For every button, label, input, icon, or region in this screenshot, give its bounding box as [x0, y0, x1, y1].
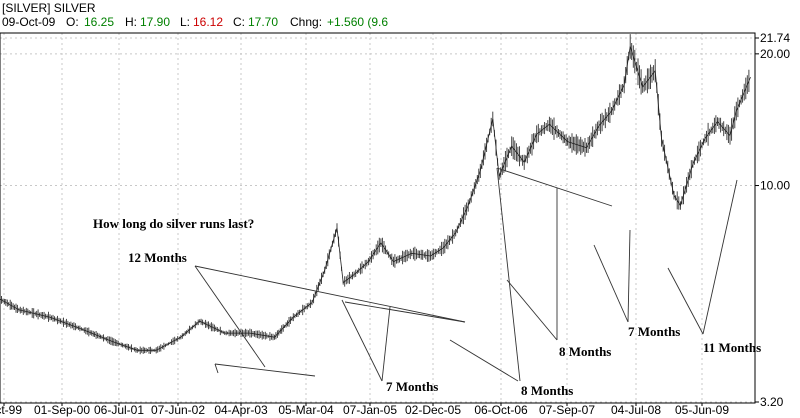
trend-line — [344, 301, 466, 323]
change-value: +1.560 (9.6 — [327, 15, 388, 29]
y-tick-label: 20.00 — [760, 47, 790, 61]
close-value: 17.70 — [248, 15, 278, 29]
price-series — [0, 34, 751, 355]
trend-line — [341, 299, 383, 382]
x-tick-label: 06-Oct-06 — [474, 403, 528, 417]
chart-grid — [0, 33, 755, 403]
annotation-8-months-a: 8 Months — [521, 383, 573, 398]
low-value: 16.12 — [193, 15, 223, 29]
x-tick-label: 06-Jul-01 — [94, 403, 144, 417]
x-tick-label: 05-Jun-09 — [675, 403, 729, 417]
trend-line — [496, 167, 613, 207]
change-label: Chng: — [290, 15, 322, 29]
high-label: H: — [125, 15, 137, 29]
trend-lines — [194, 167, 738, 382]
high-value: 17.90 — [140, 15, 170, 29]
annotation-8-months-b: 8 Months — [559, 344, 611, 359]
x-tick-label: 07-Jun-02 — [151, 403, 205, 417]
trend-line — [593, 244, 629, 323]
trend-line — [214, 363, 219, 374]
annotation-7-months-a: 7 Months — [386, 379, 438, 394]
y-axis: 21.74 20.00 10.00 3.20 — [755, 31, 790, 409]
annotation-question: How long do silver runs last? — [93, 216, 254, 231]
close-label: C: — [233, 15, 245, 29]
trend-line — [214, 363, 316, 377]
annotation-11-months: 11 Months — [703, 340, 761, 355]
annotation-12-months: 12 Months — [128, 250, 187, 265]
ohlc-readout: 09-Oct-09 O: 16.25 H: 17.90 L: 16.12 C: … — [2, 15, 388, 29]
annotation-7-months-b: 7 Months — [628, 324, 680, 339]
trend-line — [667, 267, 704, 335]
open-label: O: — [66, 15, 79, 29]
open-value: 16.25 — [84, 15, 114, 29]
trend-line — [194, 265, 466, 323]
x-tick-label: 02-Dec-05 — [405, 403, 461, 417]
x-tick-label: 04-Apr-03 — [214, 403, 268, 417]
trend-line — [627, 229, 631, 323]
y-tick-label: 21.74 — [760, 31, 790, 45]
x-axis: Oct-99 01-Sep-00 06-Jul-01 07-Jun-02 04-Apr-… — [0, 403, 729, 417]
y-tick-label: 3.20 — [760, 395, 784, 409]
trend-line — [496, 167, 521, 382]
low-label: L: — [180, 15, 190, 29]
x-tick-label: Oct-99 — [0, 403, 22, 417]
x-tick-label: 01-Sep-00 — [34, 403, 90, 417]
readout-date: 09-Oct-09 — [2, 15, 56, 29]
symbol-title: [SILVER] SILVER — [2, 1, 96, 15]
trend-line — [381, 306, 391, 382]
trend-line — [506, 279, 558, 341]
plot-frame — [0, 32, 756, 404]
x-tick-label: 07-Sep-07 — [539, 403, 595, 417]
x-tick-label: 05-Mar-04 — [278, 403, 334, 417]
x-tick-label: 07-Jan-05 — [343, 403, 397, 417]
price-bars — [0, 34, 750, 355]
y-tick-label: 10.00 — [760, 179, 790, 193]
trend-line — [702, 179, 738, 335]
x-tick-label: 04-Jul-08 — [611, 403, 661, 417]
trend-line — [449, 339, 519, 382]
trend-line — [194, 265, 266, 368]
price-line — [0, 46, 751, 351]
